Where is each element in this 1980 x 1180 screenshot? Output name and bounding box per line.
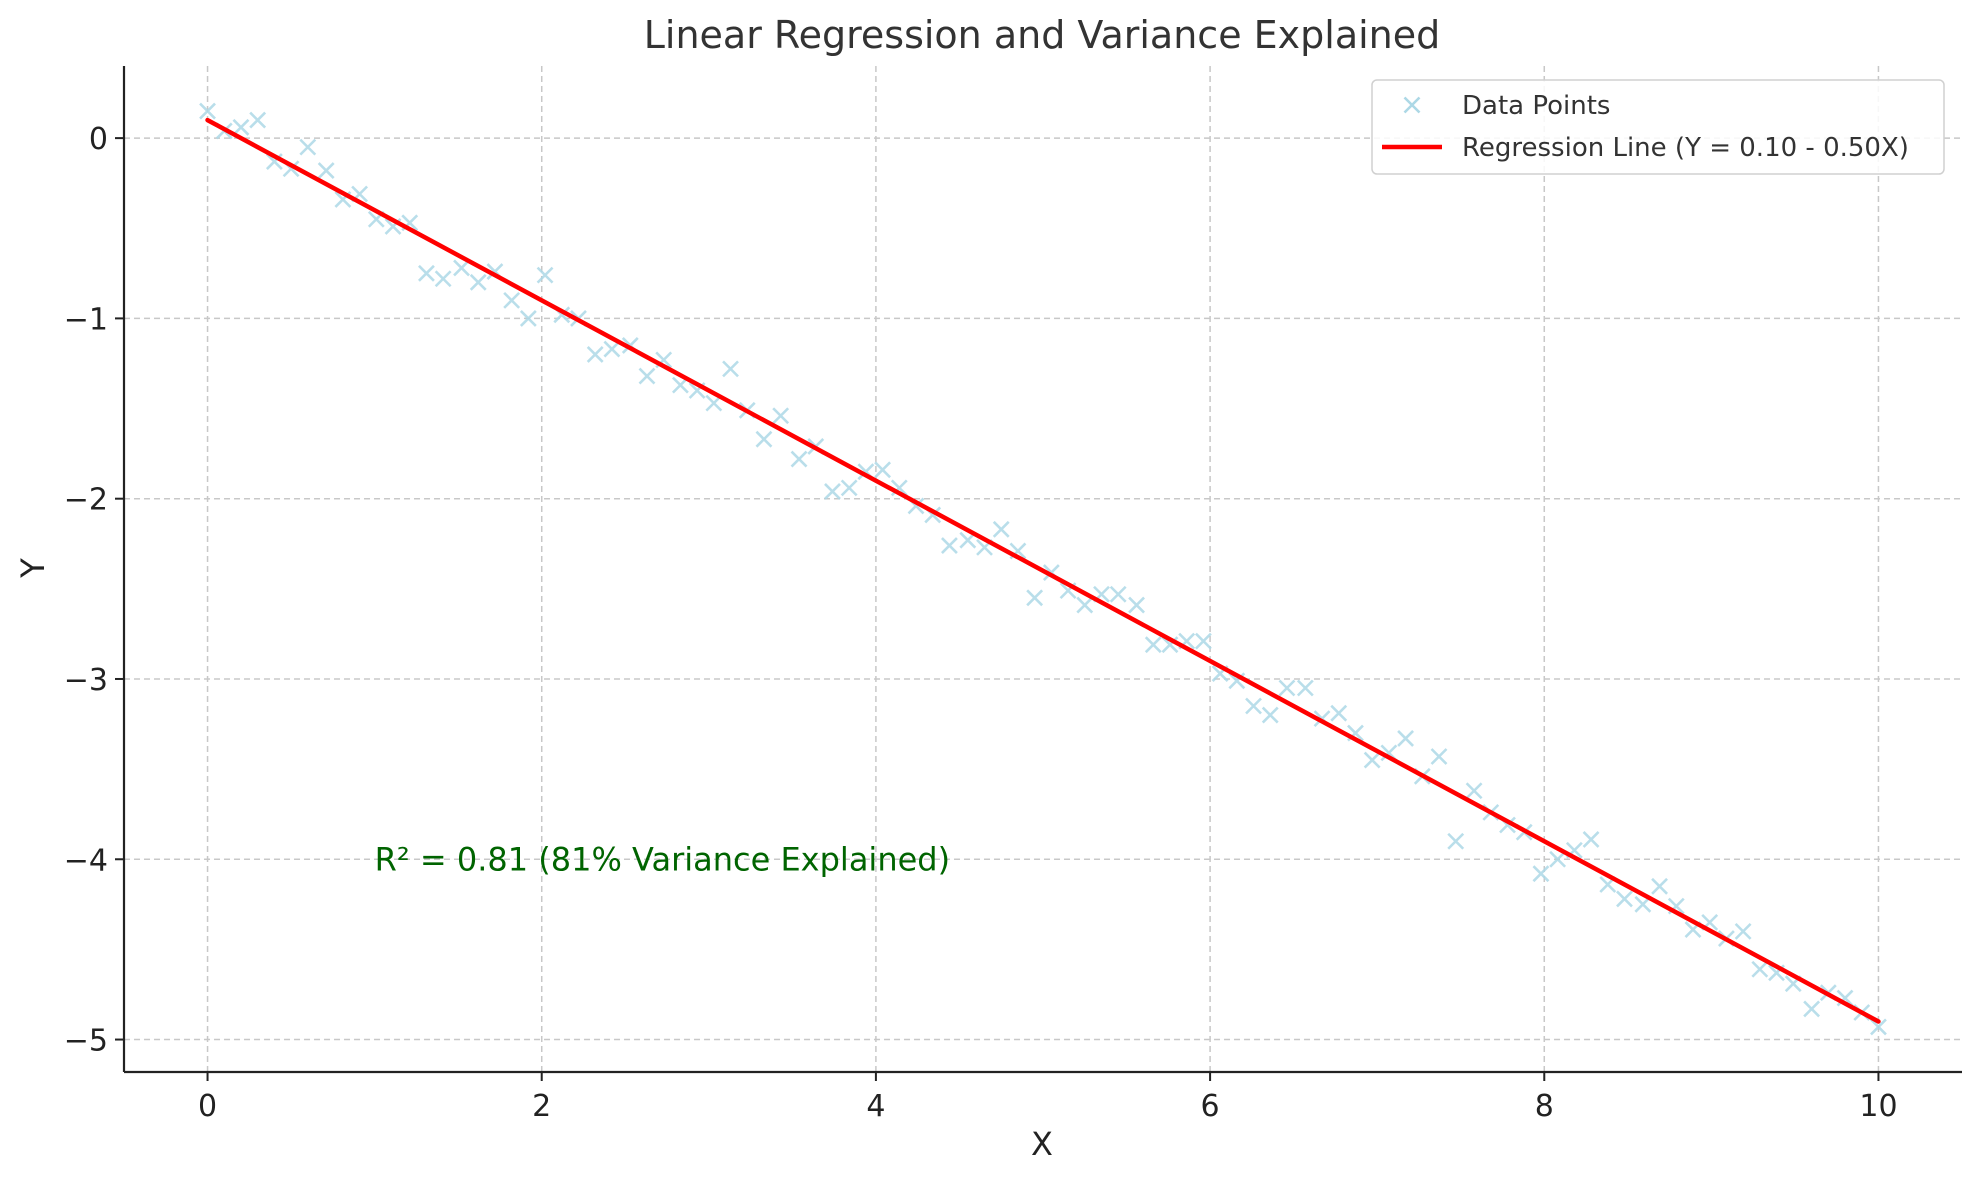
data-point xyxy=(824,483,841,500)
data-point xyxy=(1532,865,1550,883)
data-point xyxy=(1076,596,1094,614)
data-point xyxy=(586,346,604,363)
data-point xyxy=(1651,877,1668,895)
x-axis-label: X xyxy=(1031,1125,1053,1163)
legend: Data Points Regression Line (Y = 0.10 - 0… xyxy=(1371,79,1945,175)
data-point xyxy=(1465,782,1483,800)
data-point xyxy=(469,273,487,291)
r-squared-annotation: R² = 0.81 (81% Variance Explained) xyxy=(375,840,950,878)
data-point xyxy=(722,360,739,378)
data-point xyxy=(418,264,435,282)
x-tick-label: 4 xyxy=(866,1089,885,1124)
legend-label: Regression Line (Y = 0.10 - 0.50X) xyxy=(1462,133,1909,163)
x-tick-label: 2 xyxy=(532,1089,551,1124)
regression-line xyxy=(205,117,1881,1024)
data-point xyxy=(1803,1000,1821,1018)
data-point xyxy=(1430,748,1448,765)
data-point xyxy=(1363,751,1381,769)
y-axis-label: Y xyxy=(14,558,52,579)
data-point xyxy=(249,111,267,129)
legend-marker-x-icon xyxy=(1403,96,1421,114)
chart-title: Linear Regression and Variance Explained xyxy=(644,13,1441,57)
data-point xyxy=(1549,850,1567,868)
data-point xyxy=(1296,679,1314,697)
data-point xyxy=(874,461,892,479)
data-point xyxy=(1109,585,1127,603)
data-point xyxy=(755,430,773,448)
data-point xyxy=(1447,832,1465,850)
data-point xyxy=(1144,636,1162,654)
legend-label: Data Points xyxy=(1462,91,1610,121)
data-point xyxy=(638,367,656,385)
data-point xyxy=(434,270,452,288)
data-point xyxy=(1616,890,1633,908)
data-point xyxy=(232,118,250,136)
data-point xyxy=(1261,706,1279,724)
x-tick-label: 0 xyxy=(198,1089,217,1124)
data-point xyxy=(519,309,537,327)
y-tick-label: 0 xyxy=(89,122,108,157)
data-point xyxy=(317,162,335,179)
data-point xyxy=(503,291,521,309)
data-point xyxy=(790,450,808,468)
plot-area xyxy=(199,102,1887,1036)
data-point xyxy=(1330,704,1348,722)
data-point xyxy=(1128,596,1145,614)
data-point xyxy=(1582,831,1600,848)
data-point xyxy=(941,537,958,554)
data-point xyxy=(840,479,858,497)
x-tick-label: 10 xyxy=(1859,1089,1897,1124)
data-point xyxy=(1397,730,1415,747)
legend-box xyxy=(1371,79,1945,175)
data-point xyxy=(1870,1018,1887,1036)
data-point xyxy=(603,340,621,358)
annotations: R² = 0.81 (81% Variance Explained) xyxy=(375,840,950,878)
data-point xyxy=(772,407,790,425)
data-point xyxy=(1245,697,1262,715)
x-tick-label: 6 xyxy=(1201,1089,1220,1124)
y-tick-label: −1 xyxy=(64,302,108,337)
data-point xyxy=(299,138,317,156)
data-point xyxy=(1278,679,1296,697)
y-tick-label: −3 xyxy=(64,663,108,698)
data-point xyxy=(453,259,470,277)
data-point xyxy=(536,266,554,284)
axes: 0 2 4 6 8 10 0 −1 −2 −3 −4 −5 xyxy=(64,66,1962,1124)
data-point xyxy=(1194,632,1212,650)
data-point xyxy=(1026,589,1044,607)
y-tick-label: −4 xyxy=(64,843,108,878)
x-tick-label: 8 xyxy=(1535,1089,1554,1124)
data-point xyxy=(1734,922,1752,940)
data-point xyxy=(199,102,216,120)
y-tick-label: −2 xyxy=(64,483,108,518)
data-point xyxy=(1751,960,1769,978)
data-point xyxy=(992,520,1010,538)
y-tick-label: −5 xyxy=(64,1024,108,1059)
